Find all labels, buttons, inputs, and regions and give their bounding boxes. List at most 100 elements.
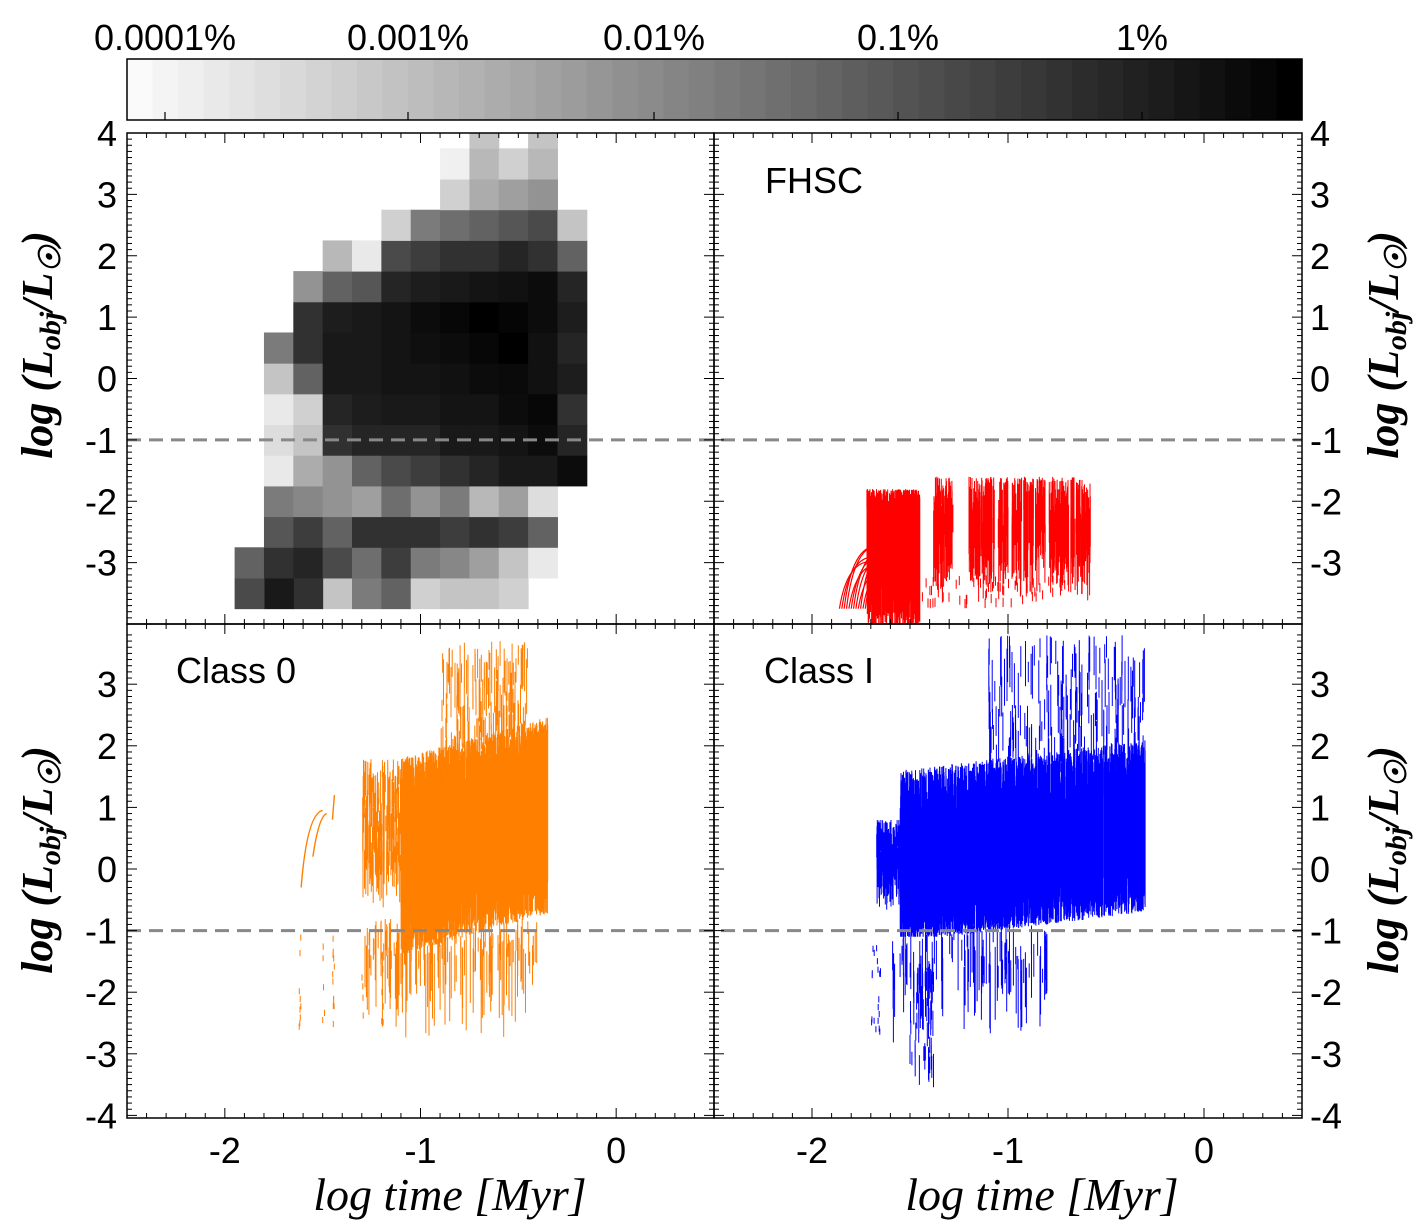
y-tick-label-left: 3 (97, 174, 117, 215)
class0-tails-strokes (364, 918, 538, 1038)
heatmap-cell (528, 209, 558, 241)
y-tick-label-left: -4 (85, 1095, 117, 1136)
heatmap-cell (322, 240, 353, 272)
colorbar-label-3: 0.01% (603, 17, 705, 58)
x-tick-label: 0 (606, 1130, 626, 1171)
heatmap-cell (440, 209, 470, 241)
y-tick-label-left: 2 (97, 236, 117, 277)
y-tick-label-right: -4 (1310, 1095, 1342, 1136)
y-tick-label-right: -1 (1310, 911, 1342, 952)
heatmap-cell (440, 271, 470, 303)
heatmap-cell (440, 393, 470, 426)
y-tick-label-right: -2 (1310, 481, 1342, 522)
y-tick-label-right: -2 (1310, 972, 1342, 1013)
heatmap-cell (498, 485, 529, 518)
y-tick-label-right: -3 (1310, 543, 1342, 584)
heatmap-cell (293, 301, 324, 333)
fhsc-blob-strokes (866, 489, 921, 624)
class0-early-arcs (300, 795, 336, 888)
heatmap-cell (440, 516, 470, 548)
colorbar-segment (586, 59, 613, 120)
y-tick-label-left: -1 (85, 911, 117, 952)
fhsc-streak-strokes (1058, 477, 1070, 596)
fhsc-streak-strokes (943, 477, 954, 587)
heatmap-cell (528, 240, 558, 272)
colorbar-segment (127, 59, 154, 120)
heatmap-cell (557, 271, 588, 303)
heatmap-cell (440, 148, 470, 180)
colorbar-segment (1097, 59, 1124, 120)
colorbar-segment (203, 59, 230, 120)
y-tick-label-right: 4 (1310, 113, 1330, 154)
colorbar-segment (510, 59, 537, 120)
y-tick-label-left: -3 (85, 543, 117, 584)
class1-early-strokes (876, 820, 907, 912)
heatmap-cell (322, 332, 353, 364)
y-tick-label-left: 1 (97, 297, 117, 338)
y-axis-title-top-left: log (Lobj/L☉) (13, 231, 67, 459)
fhsc-streak (1080, 480, 1091, 601)
fhsc-streak (1058, 477, 1070, 596)
heatmap-cell (440, 547, 470, 579)
class1-points (871, 635, 1146, 1088)
class1-tails-strokes (892, 924, 1048, 1043)
heatmap-cell (469, 209, 500, 241)
fhsc-streak-strokes (1011, 477, 1023, 597)
colorbar-segment (765, 59, 792, 120)
colorbar-segment (305, 59, 332, 120)
y-axis-title-top-left-part: obj (34, 311, 67, 350)
fhsc-streak (1070, 477, 1081, 595)
y-tick-label-left: 1 (97, 787, 117, 828)
colorbar-segment (688, 59, 716, 120)
heatmap-cell (293, 363, 324, 395)
colorbar-segment (1148, 59, 1175, 120)
fhsc-streak (933, 476, 944, 603)
colorbar-segment (356, 59, 384, 120)
heatmap-cell (469, 332, 500, 364)
heatmap-cell (352, 363, 382, 395)
y-tick-label-left: 0 (97, 359, 117, 400)
colorbar-segment (637, 59, 665, 120)
y-axis-title-bottom-left: log (Lobj/L☉) (13, 746, 67, 974)
heatmap-cell (381, 332, 412, 364)
fhsc-sparse-strokes (913, 575, 1066, 609)
heatmap-cell (381, 240, 412, 272)
colorbar-segment (1250, 59, 1278, 120)
colorbar-segment (280, 59, 307, 120)
heatmap-cell (440, 179, 470, 211)
y-tick-label-right: 0 (1310, 359, 1330, 400)
fhsc-arc (845, 544, 882, 609)
heatmap-cell (498, 393, 529, 426)
y-tick-label-left: 4 (97, 113, 117, 154)
heatmap-cell (293, 332, 324, 364)
heatmap-cell (469, 577, 500, 610)
heatmap-cell (410, 577, 441, 610)
fhsc-arc (862, 562, 899, 609)
heatmap-cell (469, 301, 500, 333)
heatmap-cell (557, 455, 588, 487)
colorbar-segment (178, 59, 205, 120)
heatmap-cell (528, 363, 558, 395)
class0-arc (300, 809, 323, 888)
y-tick-label-left: 3 (97, 664, 117, 705)
fhsc-arc (860, 542, 896, 609)
heatmap-cell (352, 547, 382, 579)
heatmap-cell (381, 301, 412, 333)
heatmap-cell (352, 393, 382, 426)
heatmap-cell (528, 455, 558, 487)
colorbar-segment (459, 59, 486, 120)
colorbar-segment (1199, 59, 1226, 120)
heatmap-cell (410, 516, 441, 548)
colorbar-segment (229, 59, 256, 120)
fhsc-arcs (838, 542, 906, 609)
heatmap-cell (557, 332, 588, 364)
colorbar-segment (969, 59, 997, 120)
class0-dots-strokes (298, 934, 384, 1030)
y-axis-title-bottom-left-part: ) (13, 746, 62, 765)
y-tick-label-left: -1 (85, 420, 117, 461)
heatmap-cell (498, 179, 529, 211)
x-axis-title-right: log time [Myr] (905, 1169, 1178, 1220)
heatmap-cell (498, 332, 529, 364)
heatmap-cell (557, 240, 588, 272)
heatmap-cell (469, 179, 500, 211)
